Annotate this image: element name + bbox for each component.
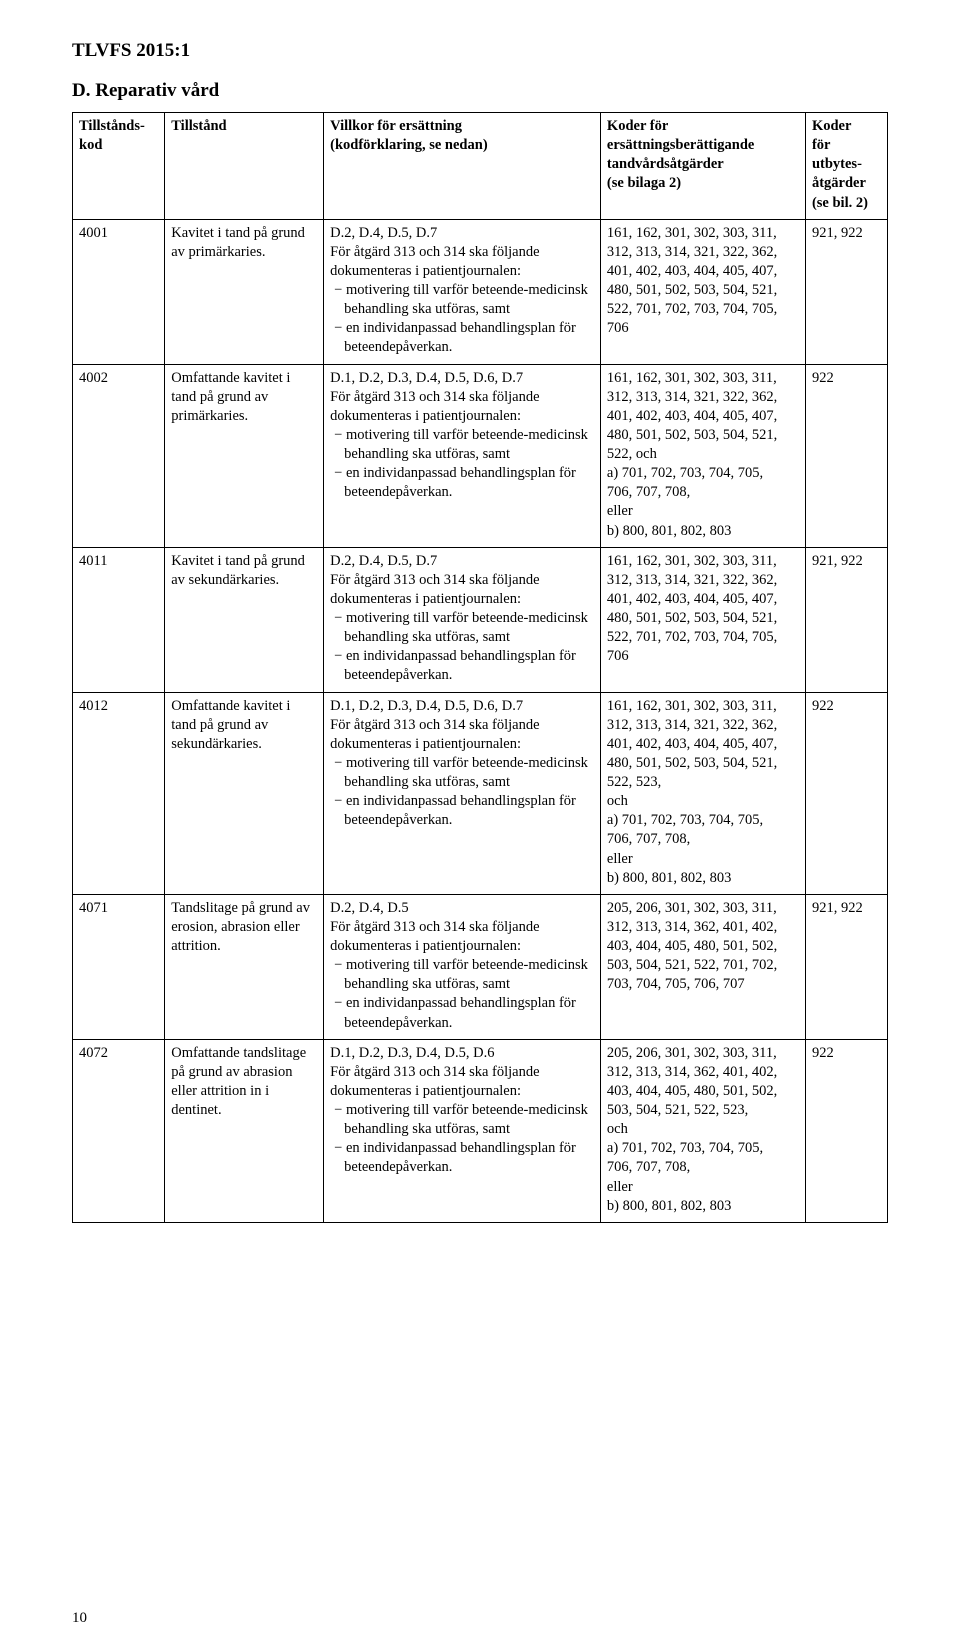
cell-koder-utbyte: 921, 922 bbox=[805, 547, 887, 692]
cell-koder-ersatt: 161, 162, 301, 302, 303, 311, 312, 313, … bbox=[600, 547, 805, 692]
villkor-bullet: − en individanpassad behandlingsplan för… bbox=[330, 464, 594, 502]
cell-villkor: D.2, D.4, D.5, D.7För åtgärd 313 och 314… bbox=[324, 219, 601, 364]
villkor-bullet: − motivering till varför beteende-medici… bbox=[330, 1101, 594, 1139]
section-heading: D. Reparativ vård bbox=[72, 80, 888, 102]
col-header-tillstand: Tillstånd bbox=[165, 113, 324, 220]
page-number: 10 bbox=[72, 1610, 87, 1627]
villkor-head: D.2, D.4, D.5, D.7 bbox=[330, 552, 594, 571]
villkor-intro: För åtgärd 313 och 314 ska följande doku… bbox=[330, 388, 594, 426]
col-header-line: Koder bbox=[812, 118, 851, 134]
villkor-bullet: − en individanpassad behandlingsplan för… bbox=[330, 319, 594, 357]
table-row: 4071Tandslitage på grund av erosion, abr… bbox=[73, 894, 888, 1039]
cell-kod: 4072 bbox=[73, 1039, 165, 1222]
cell-kod: 4012 bbox=[73, 692, 165, 894]
villkor-bullet: − motivering till varför beteende-medici… bbox=[330, 754, 594, 792]
cell-kod: 4011 bbox=[73, 547, 165, 692]
villkor-intro: För åtgärd 313 och 314 ska följande doku… bbox=[330, 571, 594, 609]
table-row: 4001Kavitet i tand på grund av primärkar… bbox=[73, 219, 888, 364]
page-container: TLVFS 2015:1 D. Reparativ vård Tillstånd… bbox=[0, 0, 960, 1283]
cell-tillstand: Omfattande kavitet i tand på grund av se… bbox=[165, 692, 324, 894]
villkor-head: D.2, D.4, D.5, D.7 bbox=[330, 224, 594, 243]
cell-kod: 4001 bbox=[73, 219, 165, 364]
villkor-bullet: − motivering till varför beteende-medici… bbox=[330, 281, 594, 319]
villkor-head: D.1, D.2, D.3, D.4, D.5, D.6, D.7 bbox=[330, 369, 594, 388]
villkor-bullet: − motivering till varför beteende-medici… bbox=[330, 956, 594, 994]
table-row: 4072Omfattande tandslitage på grund av a… bbox=[73, 1039, 888, 1222]
col-header-koder-ersatt: Koder för ersättningsberättigande tandvå… bbox=[600, 113, 805, 220]
col-header-line: Tillstånds- bbox=[79, 118, 145, 134]
col-header-line: (se bilaga 2) bbox=[607, 175, 681, 191]
table-row: 4002Omfattande kavitet i tand på grund a… bbox=[73, 364, 888, 547]
col-header-line: Koder för bbox=[607, 118, 668, 134]
villkor-head: D.2, D.4, D.5 bbox=[330, 899, 594, 918]
cell-tillstand: Kavitet i tand på grund av sekundärkarie… bbox=[165, 547, 324, 692]
cell-villkor: D.1, D.2, D.3, D.4, D.5, D.6För åtgärd 3… bbox=[324, 1039, 601, 1222]
villkor-bullet: − motivering till varför beteende-medici… bbox=[330, 426, 594, 464]
document-code: TLVFS 2015:1 bbox=[72, 40, 888, 62]
cell-koder-utbyte: 921, 922 bbox=[805, 219, 887, 364]
villkor-head: D.1, D.2, D.3, D.4, D.5, D.6, D.7 bbox=[330, 697, 594, 716]
cell-tillstand: Omfattande tandslitage på grund av abras… bbox=[165, 1039, 324, 1222]
cell-koder-utbyte: 922 bbox=[805, 364, 887, 547]
cell-tillstand: Omfattande kavitet i tand på grund av pr… bbox=[165, 364, 324, 547]
col-header-line: utbytes- bbox=[812, 156, 862, 172]
col-header-line: ersättningsberättigande bbox=[607, 137, 754, 153]
villkor-bullet: − en individanpassad behandlingsplan för… bbox=[330, 1139, 594, 1177]
col-header-line: kod bbox=[79, 137, 102, 153]
villkor-intro: För åtgärd 313 och 314 ska följande doku… bbox=[330, 243, 594, 281]
villkor-bullet: − en individanpassad behandlingsplan för… bbox=[330, 994, 594, 1032]
col-header-line: för bbox=[812, 137, 831, 153]
cell-koder-ersatt: 161, 162, 301, 302, 303, 311, 312, 313, … bbox=[600, 692, 805, 894]
villkor-bullet: − en individanpassad behandlingsplan för… bbox=[330, 792, 594, 830]
cell-tillstand: Kavitet i tand på grund av primärkaries. bbox=[165, 219, 324, 364]
reparativ-vard-table: Tillstånds- kod Tillstånd Villkor för er… bbox=[72, 112, 888, 1223]
cell-koder-utbyte: 922 bbox=[805, 692, 887, 894]
col-header-line: Villkor för ersättning bbox=[330, 118, 462, 134]
cell-kod: 4002 bbox=[73, 364, 165, 547]
col-header-koder-utbyte: Koder för utbytes- åtgärder (se bil. 2) bbox=[805, 113, 887, 220]
cell-villkor: D.2, D.4, D.5För åtgärd 313 och 314 ska … bbox=[324, 894, 601, 1039]
villkor-intro: För åtgärd 313 och 314 ska följande doku… bbox=[330, 716, 594, 754]
table-body: 4001Kavitet i tand på grund av primärkar… bbox=[73, 219, 888, 1222]
col-header-line: tandvårdsåtgärder bbox=[607, 156, 724, 172]
table-header-row: Tillstånds- kod Tillstånd Villkor för er… bbox=[73, 113, 888, 220]
cell-villkor: D.2, D.4, D.5, D.7För åtgärd 313 och 314… bbox=[324, 547, 601, 692]
col-header-line: (se bil. 2) bbox=[812, 195, 868, 211]
villkor-bullet: − en individanpassad behandlingsplan för… bbox=[330, 647, 594, 685]
cell-koder-ersatt: 205, 206, 301, 302, 303, 311, 312, 313, … bbox=[600, 1039, 805, 1222]
villkor-intro: För åtgärd 313 och 314 ska följande doku… bbox=[330, 1063, 594, 1101]
villkor-intro: För åtgärd 313 och 314 ska följande doku… bbox=[330, 918, 594, 956]
cell-koder-utbyte: 922 bbox=[805, 1039, 887, 1222]
table-row: 4012Omfattande kavitet i tand på grund a… bbox=[73, 692, 888, 894]
cell-tillstand: Tandslitage på grund av erosion, abrasio… bbox=[165, 894, 324, 1039]
cell-koder-ersatt: 161, 162, 301, 302, 303, 311, 312, 313, … bbox=[600, 219, 805, 364]
cell-koder-ersatt: 205, 206, 301, 302, 303, 311, 312, 313, … bbox=[600, 894, 805, 1039]
col-header-line: åtgärder bbox=[812, 175, 866, 191]
cell-koder-utbyte: 921, 922 bbox=[805, 894, 887, 1039]
villkor-head: D.1, D.2, D.3, D.4, D.5, D.6 bbox=[330, 1044, 594, 1063]
col-header-villkor: Villkor för ersättning (kodförklaring, s… bbox=[324, 113, 601, 220]
cell-villkor: D.1, D.2, D.3, D.4, D.5, D.6, D.7För åtg… bbox=[324, 692, 601, 894]
col-header-line: Tillstånd bbox=[171, 118, 226, 134]
cell-villkor: D.1, D.2, D.3, D.4, D.5, D.6, D.7För åtg… bbox=[324, 364, 601, 547]
col-header-line: (kodförklaring, se nedan) bbox=[330, 137, 488, 153]
villkor-bullet: − motivering till varför beteende-medici… bbox=[330, 609, 594, 647]
cell-koder-ersatt: 161, 162, 301, 302, 303, 311, 312, 313, … bbox=[600, 364, 805, 547]
col-header-tillstandskod: Tillstånds- kod bbox=[73, 113, 165, 220]
table-row: 4011Kavitet i tand på grund av sekundärk… bbox=[73, 547, 888, 692]
cell-kod: 4071 bbox=[73, 894, 165, 1039]
